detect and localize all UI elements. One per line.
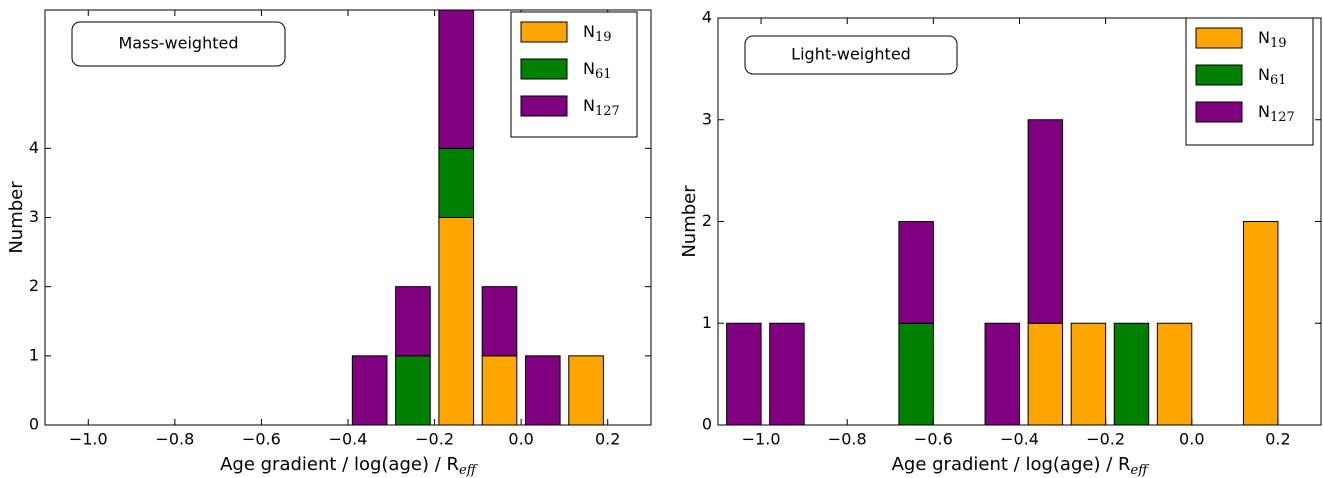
bar <box>898 322 934 426</box>
legend-sub: 127 <box>595 104 620 119</box>
y-tick-label: 2 <box>702 211 712 230</box>
legend-sub: 19 <box>595 30 612 45</box>
annotation-box <box>744 35 958 75</box>
bar <box>351 355 388 426</box>
legend-swatch <box>520 95 568 117</box>
x-axis-label-text: Age gradient / log(age) / R <box>892 454 1131 475</box>
bar <box>1027 119 1064 324</box>
legend-name: N <box>1258 102 1270 121</box>
legend-label: N61 <box>583 59 612 82</box>
bar <box>438 9 475 149</box>
legend-sub: 127 <box>1270 110 1295 125</box>
legend-name: N <box>1258 28 1270 47</box>
x-tick-label: −0.4 <box>329 430 368 449</box>
bar <box>395 355 431 426</box>
bar <box>1070 322 1107 426</box>
legend-label: N127 <box>583 96 620 119</box>
x-tick-label: 0.2 <box>1265 430 1290 449</box>
bar <box>481 286 518 357</box>
legend-name: N <box>1258 65 1270 84</box>
legend-swatch <box>1195 64 1243 86</box>
legend-label: N127 <box>1258 102 1295 125</box>
legend-name: N <box>583 59 595 78</box>
y-tick-label: 4 <box>29 138 39 157</box>
x-tick-label: −0.6 <box>242 430 281 449</box>
legend-sub: 19 <box>1270 36 1287 51</box>
x-tick-label: −0.2 <box>1086 430 1125 449</box>
y-axis-label: Number <box>6 181 27 254</box>
x-tick-label: −0.6 <box>914 430 953 449</box>
x-axis-label-text: Age gradient / log(age) / R <box>220 454 459 475</box>
legend-swatch <box>520 21 568 43</box>
y-tick-label: 3 <box>702 109 712 128</box>
bar <box>395 286 431 357</box>
bar <box>524 355 561 426</box>
x-axis-label: Age gradient / log(age) / Reff <box>892 454 1151 478</box>
bar <box>1027 322 1064 426</box>
bar <box>769 322 805 426</box>
bar <box>726 322 762 426</box>
bar <box>1242 221 1279 426</box>
y-axis-label: Number <box>679 185 700 258</box>
bar <box>481 355 518 426</box>
x-tick-label: 0.0 <box>508 430 533 449</box>
legend-sub: 61 <box>595 67 612 82</box>
annotation: Light-weighted <box>791 45 911 64</box>
x-axis-label-sub: eff <box>459 463 479 478</box>
x-axis-label-sub: eff <box>1131 463 1151 478</box>
y-tick-label: 1 <box>702 313 712 332</box>
x-axis-label: Age gradient / log(age) / Reff <box>220 454 479 478</box>
x-tick-label: −0.4 <box>1000 430 1039 449</box>
bar <box>1156 322 1193 426</box>
legend-swatch <box>1195 27 1243 49</box>
bar <box>898 221 934 324</box>
legend-label: N19 <box>1258 28 1287 51</box>
legend-name: N <box>583 22 595 41</box>
y-tick-label: 0 <box>702 415 712 434</box>
y-tick-label: 3 <box>29 207 39 226</box>
y-tick-label: 0 <box>29 415 39 434</box>
annotation-box <box>71 21 286 67</box>
bar <box>438 217 475 426</box>
y-tick-label: 4 <box>702 8 712 27</box>
y-tick-label: 1 <box>29 345 39 364</box>
x-tick-label: −1.0 <box>742 430 781 449</box>
y-tick-label: 2 <box>29 276 39 295</box>
bar <box>438 147 475 218</box>
x-tick-label: −0.8 <box>828 430 867 449</box>
legend-label: N61 <box>1258 65 1287 88</box>
x-tick-label: −1.0 <box>69 430 108 449</box>
legend-label: N19 <box>583 22 612 45</box>
x-tick-label: −0.8 <box>155 430 194 449</box>
x-tick-label: 0.0 <box>1179 430 1204 449</box>
legend-swatch <box>520 58 568 80</box>
legend-sub: 61 <box>1270 73 1287 88</box>
x-tick-label: −0.2 <box>415 430 454 449</box>
x-tick-label: 0.2 <box>595 430 620 449</box>
bar <box>568 355 604 426</box>
bar <box>1113 322 1150 426</box>
legend-swatch <box>1195 101 1243 123</box>
bar <box>984 322 1020 426</box>
annotation: Mass-weighted <box>119 34 239 53</box>
legend-name: N <box>583 96 595 115</box>
